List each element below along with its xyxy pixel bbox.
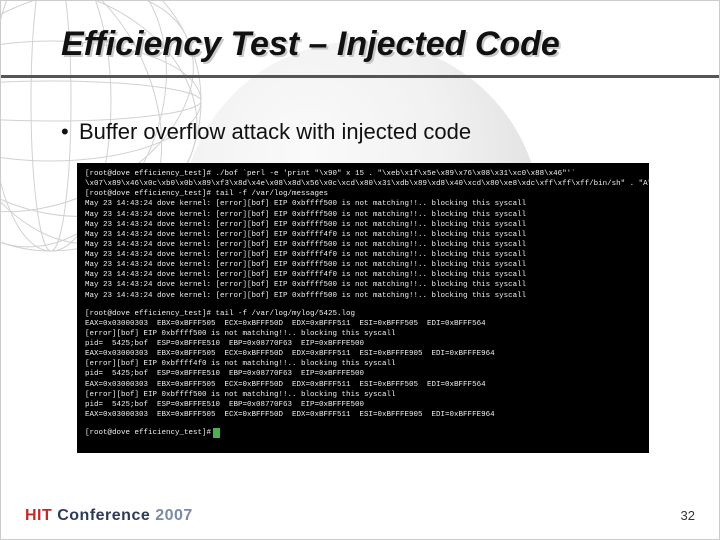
terminal-line: [root@dove efficiency_test]# tail -f /va… bbox=[85, 309, 641, 319]
footer-brand: HIT Conference 2007 bbox=[25, 507, 193, 525]
terminal-line: [root@dove efficiency_test]# tail -f /va… bbox=[85, 189, 641, 199]
page-number: 32 bbox=[681, 508, 695, 523]
terminal-line: May 23 14:43:24 dove kernel: [error][bof… bbox=[85, 199, 641, 209]
bullet-text: Buffer overflow attack with injected cod… bbox=[79, 119, 471, 145]
terminal-line: pid= 5425;bof ESP=0xBFFFE510 EBP=0x08770… bbox=[85, 339, 641, 349]
footer-brand-hit: HIT bbox=[25, 507, 52, 524]
title-rule bbox=[1, 75, 719, 78]
slide: Efficiency Test – Injected Code Buffer o… bbox=[0, 0, 720, 540]
terminal-line: [root@dove efficiency_test]# bbox=[85, 428, 641, 438]
terminal-cursor bbox=[213, 428, 220, 438]
terminal-line: pid= 5425;bof ESP=0xBFFFE510 EBP=0x08770… bbox=[85, 400, 641, 410]
terminal-screenshot: [root@dove efficiency_test]# ./bof `perl… bbox=[77, 163, 649, 453]
footer-brand-conf: Conference bbox=[52, 507, 155, 524]
terminal-line: [error][bof] EIP 0xbffff500 is not match… bbox=[85, 329, 641, 339]
slide-title: Efficiency Test – Injected Code bbox=[61, 25, 679, 64]
terminal-line: May 23 14:43:24 dove kernel: [error][bof… bbox=[85, 260, 641, 270]
terminal-blank-line bbox=[85, 301, 641, 309]
terminal-line: [error][bof] EIP 0xbffff4f0 is not match… bbox=[85, 359, 641, 369]
terminal-line: EAX=0x03000303 EBX=0xBFFF505 ECX=0xBFFF5… bbox=[85, 349, 641, 359]
terminal-line: May 23 14:43:24 dove kernel: [error][bof… bbox=[85, 291, 641, 301]
terminal-line: May 23 14:43:24 dove kernel: [error][bof… bbox=[85, 250, 641, 260]
footer-brand-year: 2007 bbox=[155, 507, 193, 524]
terminal-blank-line bbox=[85, 420, 641, 428]
terminal-line: May 23 14:43:24 dove kernel: [error][bof… bbox=[85, 230, 641, 240]
terminal-line: EAX=0x03000303 EBX=0xBFFF505 ECX=0xBFFF5… bbox=[85, 380, 641, 390]
terminal-line: [error][bof] EIP 0xbffff500 is not match… bbox=[85, 390, 641, 400]
terminal-line: EAX=0x03000303 EBX=0xBFFF505 ECX=0xBFFF5… bbox=[85, 319, 641, 329]
terminal-line: EAX=0x03000303 EBX=0xBFFF505 ECX=0xBFFF5… bbox=[85, 410, 641, 420]
terminal-line: \x07\x89\x46\x0c\xb0\x0b\x89\xf3\x8d\x4e… bbox=[85, 179, 641, 189]
terminal-line: pid= 5425;bof ESP=0xBFFFE510 EBP=0x08770… bbox=[85, 369, 641, 379]
terminal-line: [root@dove efficiency_test]# ./bof `perl… bbox=[85, 169, 641, 179]
terminal-line: May 23 14:43:24 dove kernel: [error][bof… bbox=[85, 270, 641, 280]
terminal-line: May 23 14:43:24 dove kernel: [error][bof… bbox=[85, 280, 641, 290]
terminal-line: May 23 14:43:24 dove kernel: [error][bof… bbox=[85, 240, 641, 250]
terminal-line: May 23 14:43:24 dove kernel: [error][bof… bbox=[85, 210, 641, 220]
terminal-line: May 23 14:43:24 dove kernel: [error][bof… bbox=[85, 220, 641, 230]
